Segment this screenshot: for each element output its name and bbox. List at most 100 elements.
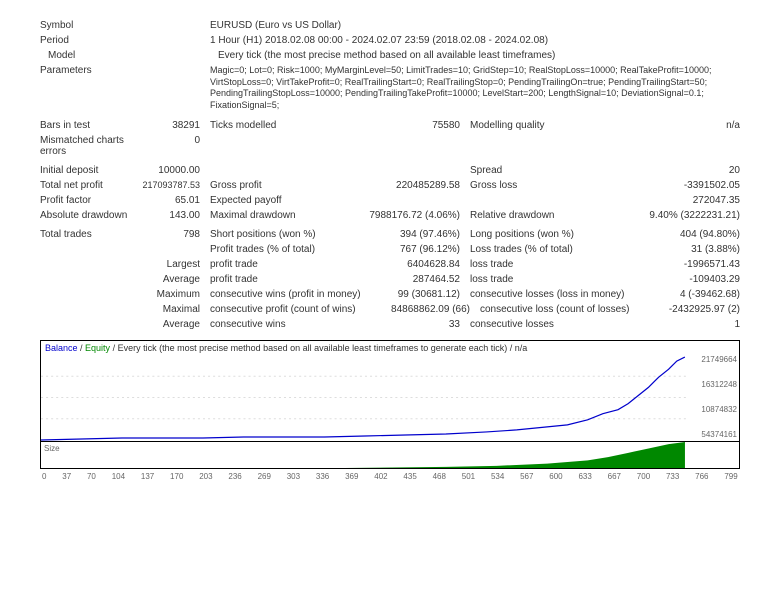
- average-label: Average: [140, 274, 200, 285]
- maximal-loss-label: consecutive loss (count of losses): [480, 304, 640, 315]
- maxdrawdown-value: 7988176.72 (4.06%): [360, 210, 460, 221]
- row-model: Model Every tick (the most precise metho…: [40, 50, 740, 61]
- maximal-profit-label: consecutive profit (count of wins): [210, 304, 370, 315]
- row-maximum: Maximum consecutive wins (profit in mone…: [40, 289, 740, 300]
- chart-header: Balance / Equity / Every tick (the most …: [41, 341, 739, 355]
- equity-legend: Equity: [85, 343, 110, 353]
- row-avg-consec: Average consecutive wins 33 consecutive …: [40, 319, 740, 330]
- params-label: Parameters: [40, 65, 140, 76]
- losstrades-label: Loss trades (% of total): [470, 244, 640, 255]
- payoff-value: 272047.35: [660, 195, 740, 206]
- quality-value: n/a: [640, 120, 740, 131]
- row-profitfactor: Profit factor 65.01 Expected payoff 2720…: [40, 195, 740, 206]
- grossloss-value: -3391502.05: [640, 180, 740, 191]
- max-losses-label: consecutive losses (loss in money): [470, 289, 640, 300]
- row-largest: Largest profit trade 6404628.84 loss tra…: [40, 259, 740, 270]
- grossprofit-value: 220485289.58: [380, 180, 460, 191]
- chart-header-rest: / Every tick (the most precise method ba…: [110, 343, 527, 353]
- row-parameters: Parameters Magic=0; Lot=0; Risk=1000; My…: [40, 65, 740, 112]
- totaltrades-value: 798: [140, 229, 200, 240]
- deposit-value: 10000.00: [140, 165, 200, 176]
- maximum-label: Maximum: [140, 289, 200, 300]
- avg-losses-value: 1: [640, 319, 740, 330]
- totaltrades-label: Total trades: [40, 229, 140, 240]
- losstrades-value: 31 (3.88%): [640, 244, 740, 255]
- largest-loss-value: -1996571.43: [640, 259, 740, 270]
- spread-value: 20: [640, 165, 740, 176]
- avg-profit-value: 287464.52: [380, 274, 460, 285]
- profitfactor-value: 65.01: [140, 195, 200, 206]
- max-wins-label: consecutive wins (profit in money): [210, 289, 380, 300]
- avg-wins-label: consecutive wins: [210, 319, 380, 330]
- balance-legend: Balance: [45, 343, 78, 353]
- ytick-2: 10874832: [701, 405, 737, 414]
- model-value: Every tick (the most precise method base…: [218, 50, 740, 61]
- netprofit-label: Total net profit: [40, 180, 140, 191]
- largest-profit-value: 6404628.84: [380, 259, 460, 270]
- params-value: Magic=0; Lot=0; Risk=1000; MyMarginLevel…: [210, 65, 740, 112]
- ytick-3: 54374161: [701, 430, 737, 439]
- short-label: Short positions (won %): [210, 229, 380, 240]
- maxdrawdown-label: Maximal drawdown: [210, 210, 360, 221]
- long-value: 404 (94.80%): [640, 229, 740, 240]
- maximal-loss-value: -2432925.97 (2): [640, 304, 740, 315]
- row-maximal: Maximal consecutive profit (count of win…: [40, 304, 740, 315]
- reldrawdown-value: 9.40% (3222231.21): [620, 210, 740, 221]
- spread-label: Spread: [470, 165, 640, 176]
- profittrades-value: 767 (96.12%): [380, 244, 460, 255]
- size-area: [41, 442, 685, 468]
- period-label: Period: [40, 35, 140, 46]
- ticks-value: 75580: [380, 120, 460, 131]
- payoff-label: Expected payoff: [210, 195, 660, 206]
- avg-consec-label: Average: [140, 319, 200, 330]
- max-wins-value: 99 (30681.12): [380, 289, 460, 300]
- maximal-label: Maximal: [140, 304, 200, 315]
- avg-loss-value: -109403.29: [640, 274, 740, 285]
- short-value: 394 (97.46%): [380, 229, 460, 240]
- period-value: 1 Hour (H1) 2018.02.08 00:00 - 2024.02.0…: [210, 35, 740, 46]
- deposit-label: Initial deposit: [40, 165, 140, 176]
- row-bars: Bars in test 38291 Ticks modelled 75580 …: [40, 120, 740, 131]
- avg-profit-label: profit trade: [210, 274, 380, 285]
- row-netprofit: Total net profit 217093787.53 Gross prof…: [40, 180, 740, 191]
- y-axis-labels: 21749664 16312248 10874832 54374161: [701, 355, 737, 439]
- balance-chart: Balance / Equity / Every tick (the most …: [40, 340, 740, 442]
- bars-label: Bars in test: [40, 120, 140, 131]
- long-label: Long positions (won %): [470, 229, 640, 240]
- x-axis-labels: 0377010413717020323626930333636940243546…: [40, 472, 740, 481]
- ytick-0: 21749664: [701, 355, 737, 364]
- row-mismatched: Mismatched charts errors 0: [40, 135, 740, 157]
- row-deposit: Initial deposit 10000.00 Spread 20: [40, 165, 740, 176]
- max-losses-value: 4 (-39462.68): [640, 289, 740, 300]
- symbol-label: Symbol: [40, 20, 140, 31]
- size-svg: [41, 442, 689, 468]
- chart-svg: [41, 355, 689, 442]
- row-period: Period 1 Hour (H1) 2018.02.08 00:00 - 20…: [40, 35, 740, 46]
- row-profit-trades: Profit trades (% of total) 767 (96.12%) …: [40, 244, 740, 255]
- maximal-profit-value: 84868862.09 (66): [370, 304, 470, 315]
- bars-value: 38291: [140, 120, 200, 131]
- profittrades-label: Profit trades (% of total): [210, 244, 380, 255]
- row-average: Average profit trade 287464.52 loss trad…: [40, 274, 740, 285]
- row-symbol: Symbol EURUSD (Euro vs US Dollar): [40, 20, 740, 31]
- absdrawdown-value: 143.00: [140, 210, 200, 221]
- quality-label: Modelling quality: [470, 120, 640, 131]
- mismatched-label: Mismatched charts errors: [40, 135, 140, 157]
- largest-loss-label: loss trade: [470, 259, 640, 270]
- row-drawdown: Absolute drawdown 143.00 Maximal drawdow…: [40, 210, 740, 221]
- grossloss-label: Gross loss: [470, 180, 640, 191]
- symbol-value: EURUSD (Euro vs US Dollar): [210, 20, 740, 31]
- avg-losses-label: consecutive losses: [470, 319, 640, 330]
- netprofit-value: 217093787.53: [140, 180, 200, 190]
- ticks-label: Ticks modelled: [210, 120, 380, 131]
- mismatched-value: 0: [140, 135, 200, 146]
- ytick-1: 16312248: [701, 380, 737, 389]
- avg-loss-label: loss trade: [470, 274, 640, 285]
- size-chart: Size: [40, 442, 740, 469]
- grossprofit-label: Gross profit: [210, 180, 380, 191]
- balance-curve: [41, 357, 685, 440]
- model-label: Model: [40, 50, 148, 61]
- reldrawdown-label: Relative drawdown: [470, 210, 620, 221]
- row-totaltrades: Total trades 798 Short positions (won %)…: [40, 229, 740, 240]
- profitfactor-label: Profit factor: [40, 195, 140, 206]
